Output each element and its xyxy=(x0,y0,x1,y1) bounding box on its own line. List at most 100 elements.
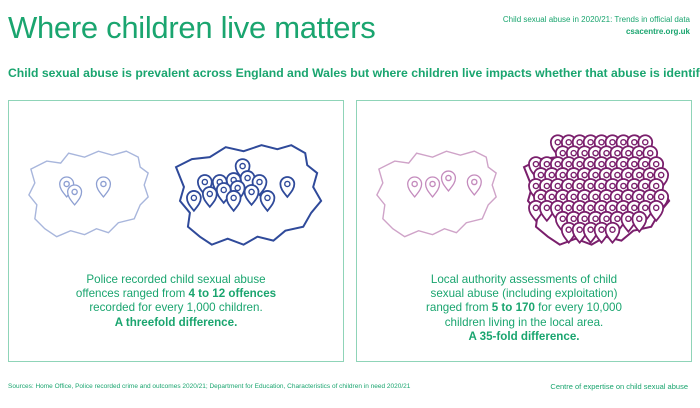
local-authority-maps xyxy=(376,134,671,246)
map-pin-dot xyxy=(609,204,616,212)
map-pin-dot xyxy=(609,226,616,233)
map-pin-dot xyxy=(587,226,594,233)
map-pin-dot xyxy=(244,174,251,182)
police-line2: offences ranged from 4 to 12 offences xyxy=(9,287,343,301)
map-pin-dot xyxy=(411,180,418,188)
map-pin-dot xyxy=(532,182,540,190)
map-pin-dot xyxy=(570,171,577,179)
map-pin-dot xyxy=(636,149,643,157)
map-pin-dot xyxy=(576,226,583,233)
map-pin-dot xyxy=(220,186,227,194)
map-pin-dot xyxy=(614,149,621,157)
map-pin-dot xyxy=(581,193,588,201)
header-meta: Child sexual abuse in 2020/21: Trends in… xyxy=(503,14,690,38)
map-pin-dot xyxy=(248,188,255,196)
map-pin-dot xyxy=(609,160,616,168)
region-map-light xyxy=(28,150,149,238)
police-panel: Police recorded child sexual abuse offen… xyxy=(8,100,344,362)
map-pin-dot xyxy=(548,171,556,179)
map-pin-dot xyxy=(559,171,567,179)
map-pin-dot xyxy=(603,171,610,179)
map-pin-dot xyxy=(620,204,627,212)
map-pin-dot xyxy=(565,182,573,190)
map-pin-dot xyxy=(471,178,478,186)
map-pin-dot xyxy=(559,193,567,201)
map-pin-dot xyxy=(641,182,649,190)
map-pin-dot xyxy=(565,160,573,168)
map-pin-dot xyxy=(532,204,540,212)
map-pin-dot xyxy=(625,149,632,157)
map-pin-dot xyxy=(631,182,638,190)
map-pin-dot xyxy=(657,171,665,179)
map-pin-dot xyxy=(598,204,605,212)
map-pin-dot xyxy=(636,171,643,179)
map-pin-dot xyxy=(576,138,583,146)
map-pin-dot xyxy=(537,193,545,201)
map-pin-dot xyxy=(587,138,594,146)
map-pin-dot xyxy=(652,204,660,212)
map-pin-dot xyxy=(641,160,649,168)
local-authority-text: Local authority assessments of child sex… xyxy=(357,273,691,344)
page-subtitle: Child sexual abuse is prevalent across E… xyxy=(8,66,700,80)
map-pin-dot xyxy=(614,215,621,223)
map-pin-dot xyxy=(543,160,551,168)
map-pin-dot xyxy=(587,160,594,168)
map-pin-dot xyxy=(581,171,588,179)
map-pin-dot xyxy=(201,178,209,186)
map-pin-dot xyxy=(587,182,594,190)
map-pin-dot xyxy=(537,171,545,179)
map-pin-dot xyxy=(646,171,654,179)
map-pin-dot xyxy=(625,193,632,201)
map-pin-dot xyxy=(230,194,237,202)
map-pin-dot xyxy=(576,182,583,190)
map-pin-dot xyxy=(625,171,632,179)
map-pin-dot xyxy=(620,182,627,190)
map-pin-dot xyxy=(532,160,540,168)
map-pin-dot xyxy=(100,180,107,188)
map-pin-dot xyxy=(631,138,638,146)
map-pin-dot xyxy=(598,138,605,146)
police-line1: Police recorded child sexual abuse xyxy=(86,273,266,286)
map-pin-dot xyxy=(234,184,241,192)
police-text: Police recorded child sexual abuse offen… xyxy=(9,273,343,330)
map-pin-dot xyxy=(636,193,643,201)
map-pin-dot xyxy=(570,215,577,223)
la-line4: children living in the local area. xyxy=(444,315,604,329)
map-pin-dot xyxy=(548,193,556,201)
map-pin-dot xyxy=(603,193,610,201)
map-pin-dot xyxy=(63,180,70,188)
map-pin-dot xyxy=(625,215,632,223)
map-pin-dot xyxy=(592,149,599,157)
map-pin-dot xyxy=(554,160,562,168)
map-pin-dot xyxy=(646,149,654,157)
footer-organisation: Centre of expertise on child sexual abus… xyxy=(550,382,688,391)
la-line2: sexual abuse (including exploitation) xyxy=(430,287,618,301)
map-pin-dot xyxy=(587,204,594,212)
map-pin-dot xyxy=(636,215,643,223)
map-pin-dot xyxy=(592,171,599,179)
map-pin-dot xyxy=(652,182,660,190)
map-pin-dot xyxy=(609,138,616,146)
map-pin-dot xyxy=(264,194,271,202)
map-pin-dot xyxy=(641,138,649,146)
page-title: Where children live matters xyxy=(8,10,376,45)
site-link[interactable]: csacentre.org.uk xyxy=(625,27,690,36)
map-pin-dot xyxy=(592,215,599,223)
la-line3a: ranged from xyxy=(426,301,492,315)
map-pin-dot xyxy=(620,138,627,146)
map-pin-dot xyxy=(631,160,638,168)
map-pin-dot xyxy=(652,160,660,168)
map-pin-dot xyxy=(565,226,573,233)
la-line1: Local authority assessments of child xyxy=(430,273,618,286)
map-pin-dot xyxy=(554,138,562,146)
map-pin-dot xyxy=(565,204,573,212)
map-pin-dot xyxy=(598,226,605,233)
map-pin-dot xyxy=(256,178,263,186)
map-pin-dot xyxy=(614,193,621,201)
police-line3: recorded for every 1,000 children. xyxy=(89,301,263,315)
la-line3: ranged from 5 to 170 for every 10,000 xyxy=(357,301,691,315)
police-maps xyxy=(28,144,323,246)
map-pin-dot xyxy=(239,162,246,170)
map-pin-dot xyxy=(646,193,654,201)
map-pin-dot xyxy=(581,215,588,223)
